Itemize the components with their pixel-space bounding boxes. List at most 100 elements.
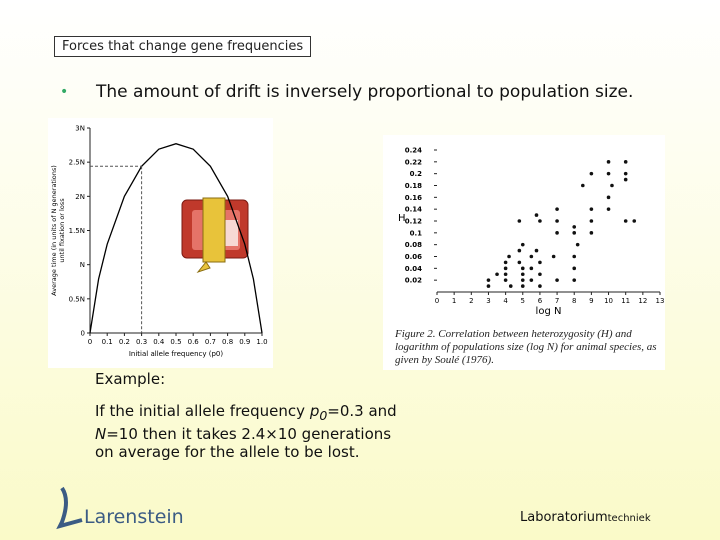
- point: [534, 248, 539, 253]
- point: [520, 242, 525, 247]
- point: [610, 183, 614, 188]
- y-tick-label: 0.12: [405, 218, 422, 226]
- x-tick-label: 13: [656, 297, 665, 305]
- point: [486, 284, 491, 288]
- point: [572, 254, 577, 259]
- x-tick-label: 1: [452, 297, 456, 305]
- point: [538, 219, 542, 223]
- y-tick-label: 0.04: [405, 265, 422, 273]
- bullet-marker: •: [60, 84, 69, 100]
- point: [555, 278, 559, 282]
- y-axis-label: until fixation or loss: [58, 198, 66, 263]
- example-heading: Example:: [95, 370, 166, 388]
- brand: Laboratorium: [520, 510, 608, 525]
- y-tick-label: 0.16: [405, 194, 422, 202]
- x-axis-label: log N: [536, 306, 562, 317]
- x-tick-label: 0.2: [119, 338, 130, 346]
- x-tick-label: 0.3: [136, 338, 147, 346]
- scatter-background: [383, 135, 665, 370]
- symbol: N: [95, 425, 107, 443]
- slide-title: Forces that change gene frequencies: [54, 36, 312, 57]
- example: Example: If the initial allele frequency…: [95, 370, 405, 461]
- y-tick-label: 0.18: [405, 182, 422, 190]
- y-tick-label: 0.02: [405, 277, 422, 285]
- y-tick-label: 0.1: [410, 229, 423, 237]
- y-tick-label: 3N: [75, 125, 85, 133]
- x-tick-label: 9: [589, 297, 593, 305]
- x-tick-label: 0: [435, 297, 439, 305]
- point: [529, 254, 534, 259]
- point: [520, 284, 525, 288]
- brand-sub: techniek: [607, 513, 651, 524]
- x-axis-label: Initial allele frequency (p0): [129, 350, 224, 358]
- point: [589, 219, 594, 223]
- point: [632, 219, 637, 223]
- point: [555, 219, 559, 223]
- y-axis-label: H: [398, 213, 406, 224]
- point: [555, 207, 559, 211]
- point: [623, 160, 628, 164]
- point: [529, 278, 534, 282]
- point: [606, 171, 611, 176]
- clipart: [181, 197, 249, 274]
- point: [589, 171, 594, 176]
- point: [538, 284, 542, 288]
- x-tick-label: 10: [604, 297, 613, 305]
- text: =10 then it takes 2.4×10 generations on …: [95, 425, 392, 461]
- point: [606, 160, 611, 164]
- y-tick-label: 2.5N: [69, 159, 85, 167]
- y-tick-label: 0.14: [405, 206, 422, 214]
- x-tick-label: 6: [538, 297, 543, 305]
- point: [503, 260, 508, 265]
- text: =0.3 and: [327, 402, 397, 420]
- x-tick-label: 5: [521, 297, 525, 305]
- point: [503, 266, 508, 271]
- x-tick-label: 0.9: [239, 338, 250, 346]
- point: [538, 272, 542, 277]
- y-axis-label: Average time (in units of N generations): [50, 165, 58, 296]
- example-text: If the initial allele frequency p0=0.3 a…: [95, 402, 405, 461]
- point: [495, 272, 499, 277]
- point: [572, 266, 577, 271]
- point: [517, 219, 522, 223]
- symbol: p: [309, 402, 320, 420]
- y-tick-label: 0.08: [405, 241, 422, 249]
- logo-mark: [56, 486, 83, 530]
- x-tick-label: 1.0: [256, 338, 267, 346]
- point: [572, 225, 577, 229]
- point: [508, 284, 513, 288]
- footer-brand: Laboratoriumtechniek: [520, 510, 651, 525]
- y-tick-label: 0: [81, 330, 85, 338]
- point: [538, 260, 542, 265]
- point: [486, 278, 491, 282]
- y-tick-label: 0.2: [410, 170, 423, 178]
- point: [575, 242, 580, 247]
- point: [520, 278, 525, 282]
- text: If the initial allele frequency: [95, 402, 310, 420]
- y-tick-label: 0.22: [405, 158, 422, 166]
- point: [517, 248, 522, 253]
- x-tick-label: 12: [638, 297, 647, 305]
- point: [520, 266, 525, 271]
- point: [606, 195, 611, 200]
- y-tick-label: 0.24: [405, 147, 422, 155]
- x-tick-label: 0: [88, 338, 92, 346]
- y-tick-label: 2N: [75, 193, 85, 201]
- x-tick-label: 2: [469, 297, 473, 305]
- point: [606, 207, 611, 211]
- point: [534, 213, 539, 217]
- point: [572, 231, 577, 235]
- point: [517, 260, 522, 265]
- point: [623, 171, 628, 176]
- point: [503, 272, 508, 277]
- x-tick-label: 0.7: [205, 338, 216, 346]
- point: [623, 219, 628, 223]
- point: [503, 278, 508, 282]
- x-tick-label: 7: [555, 297, 559, 305]
- bullet-text: The amount of drift is inversely proport…: [96, 82, 634, 102]
- subscript: 0: [319, 408, 328, 423]
- point: [555, 231, 559, 235]
- x-tick-label: 0.1: [102, 338, 113, 346]
- point: [520, 272, 525, 277]
